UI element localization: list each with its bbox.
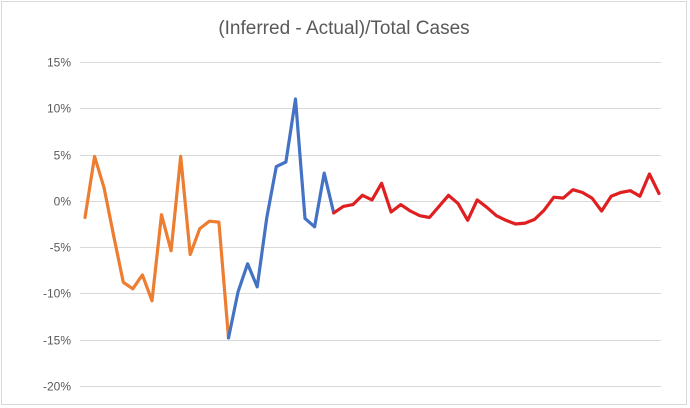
y-axis-tick-labels: 15% 10% 5% 0% -5% -10% -15% -20% <box>43 56 71 394</box>
series-line-3 <box>332 172 661 226</box>
y-tick-label: -15% <box>43 334 71 348</box>
series-lines <box>83 97 661 340</box>
y-tick-label: 0% <box>54 195 72 209</box>
y-tick-label: -5% <box>50 241 72 255</box>
y-tick-label: -10% <box>43 287 71 301</box>
y-tick-label: -20% <box>43 380 71 394</box>
series-line-2 <box>226 97 336 340</box>
gridlines <box>80 62 661 387</box>
y-tick-label: 5% <box>54 149 72 163</box>
series-line-1 <box>83 154 231 340</box>
y-tick-label: 10% <box>47 102 71 116</box>
chart-title: (Inferred - Actual)/Total Cases <box>218 18 470 39</box>
y-tick-label: 15% <box>47 56 71 70</box>
